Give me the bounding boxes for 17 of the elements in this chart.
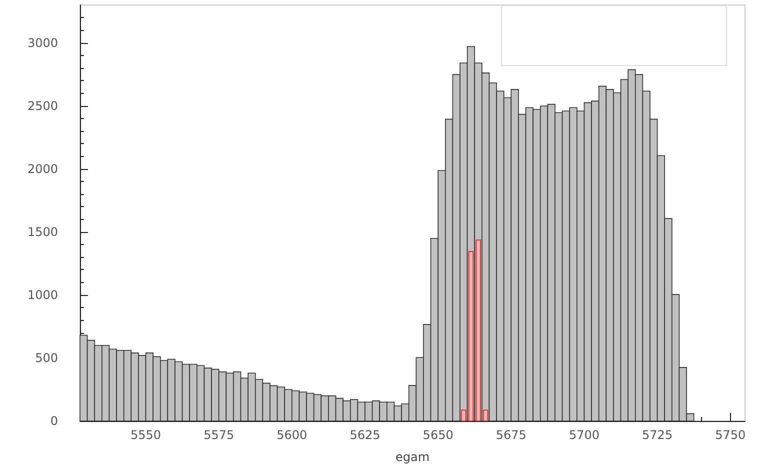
x-tick-label: 5725 bbox=[642, 428, 673, 442]
y-tick-label: 500 bbox=[35, 350, 58, 365]
x-tick-label: 5550 bbox=[130, 428, 162, 442]
x-tick-label: 5700 bbox=[568, 428, 600, 442]
x-tick-label: 5600 bbox=[276, 428, 308, 442]
x-tick-label: 5650 bbox=[422, 428, 454, 442]
x-tick-label: 5625 bbox=[350, 428, 380, 442]
y-tick-label: 1000 bbox=[27, 288, 58, 302]
x-axis-title: egam bbox=[395, 450, 430, 464]
y-tick-label: 1500 bbox=[27, 224, 58, 239]
y-tick-label: 3000 bbox=[27, 36, 58, 50]
y-tick-label: 2000 bbox=[27, 162, 58, 176]
y-tick-label: 0 bbox=[50, 414, 58, 428]
x-tick-label: 5675 bbox=[496, 428, 526, 442]
x-tick-label: 5750 bbox=[715, 428, 746, 442]
x-tick-label: 5575 bbox=[204, 428, 234, 442]
y-tick-label: 2500 bbox=[27, 98, 58, 113]
